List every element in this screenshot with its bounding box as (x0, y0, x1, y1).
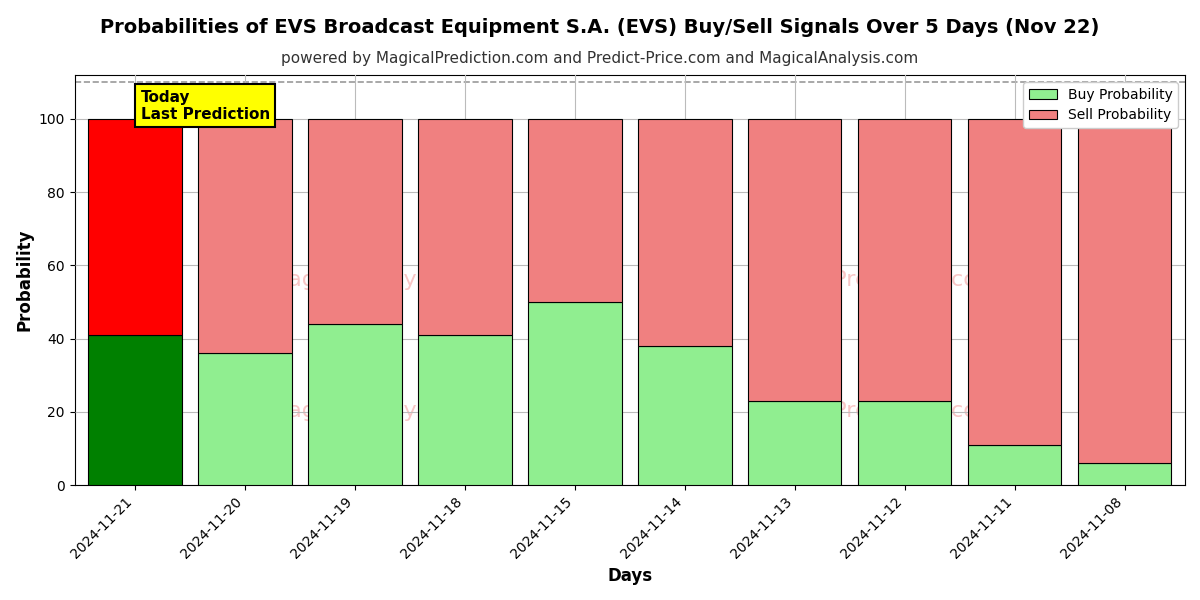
Bar (308, 324, 402, 485)
Text: Probabilities of EVS Broadcast Equipment S.A. (EVS) Buy/Sell Signals Over 5 Days: Probabilities of EVS Broadcast Equipment… (101, 18, 1099, 37)
Bar (198, 119, 292, 353)
Bar (968, 119, 1061, 445)
Legend: Buy Probability, Sell Probability: Buy Probability, Sell Probability (1024, 82, 1178, 128)
Bar (858, 119, 952, 401)
Bar (638, 119, 732, 346)
Bar (528, 302, 622, 485)
Bar (419, 335, 511, 485)
Bar (638, 346, 732, 485)
Bar (89, 119, 182, 335)
Bar (528, 119, 622, 302)
Bar (198, 353, 292, 485)
Y-axis label: Probability: Probability (16, 229, 34, 331)
Text: MagicalAnalysis.com: MagicalAnalysis.com (270, 270, 502, 290)
Text: MagicalAnalysis.com: MagicalAnalysis.com (270, 401, 502, 421)
Bar (858, 401, 952, 485)
Text: MagicalPrediction.com: MagicalPrediction.com (749, 401, 1000, 421)
Bar (89, 335, 182, 485)
Text: MagicalPrediction.com: MagicalPrediction.com (749, 270, 1000, 290)
Bar (308, 119, 402, 324)
Text: Today
Last Prediction: Today Last Prediction (140, 89, 270, 122)
Bar (968, 445, 1061, 485)
Bar (748, 401, 841, 485)
Bar (748, 119, 841, 401)
Text: powered by MagicalPrediction.com and Predict-Price.com and MagicalAnalysis.com: powered by MagicalPrediction.com and Pre… (281, 51, 919, 66)
Bar (419, 119, 511, 335)
X-axis label: Days: Days (607, 567, 653, 585)
Bar (1078, 119, 1171, 463)
Bar (1078, 463, 1171, 485)
